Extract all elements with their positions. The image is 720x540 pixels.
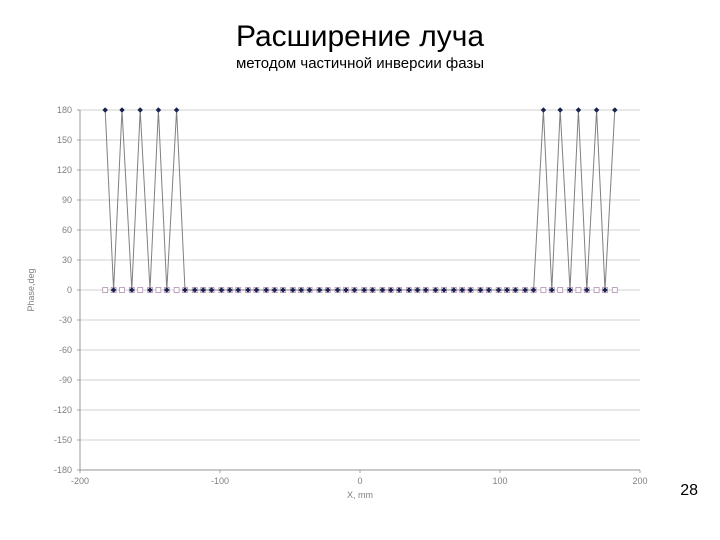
main-title: Расширение луча — [0, 20, 720, 53]
svg-text:-150: -150 — [54, 435, 72, 445]
svg-text:90: 90 — [62, 195, 72, 205]
svg-text:0: 0 — [357, 476, 362, 486]
svg-text:-30: -30 — [59, 315, 72, 325]
phase-chart: -180 -150 -120 -90 -60 -30 0 30 60 90 120 150 180 -20… — [20, 90, 660, 510]
svg-text:X, mm: X, mm — [347, 490, 373, 500]
svg-text:-180: -180 — [54, 465, 72, 475]
svg-text:120: 120 — [57, 165, 72, 175]
svg-text:-100: -100 — [211, 476, 229, 486]
page-number: 28 — [680, 482, 698, 500]
subtitle: методом частичной инверсии фазы — [0, 55, 720, 72]
svg-text:Phase,deg: Phase,deg — [26, 268, 36, 311]
svg-text:-60: -60 — [59, 345, 72, 355]
svg-text:180: 180 — [57, 105, 72, 115]
svg-text:60: 60 — [62, 225, 72, 235]
svg-text:-120: -120 — [54, 405, 72, 415]
svg-text:100: 100 — [492, 476, 507, 486]
svg-text:-90: -90 — [59, 375, 72, 385]
svg-text:30: 30 — [62, 255, 72, 265]
title-block: Расширение луча методом частичной инверс… — [0, 0, 720, 72]
svg-text:0: 0 — [67, 285, 72, 295]
svg-text:200: 200 — [632, 476, 647, 486]
svg-text:150: 150 — [57, 135, 72, 145]
svg-text:-200: -200 — [71, 476, 89, 486]
